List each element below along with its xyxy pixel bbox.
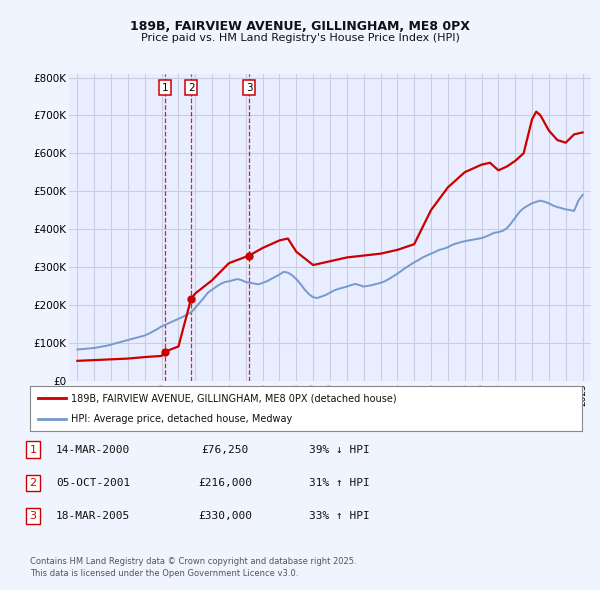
Text: 39% ↓ HPI: 39% ↓ HPI — [308, 445, 370, 454]
Text: 3: 3 — [29, 511, 37, 520]
Text: 2: 2 — [188, 83, 194, 93]
Text: £76,250: £76,250 — [202, 445, 248, 454]
Text: 189B, FAIRVIEW AVENUE, GILLINGHAM, ME8 0PX: 189B, FAIRVIEW AVENUE, GILLINGHAM, ME8 0… — [130, 20, 470, 33]
Text: 1: 1 — [29, 445, 37, 454]
Text: 2: 2 — [29, 478, 37, 487]
Text: 33% ↑ HPI: 33% ↑ HPI — [308, 511, 370, 520]
Text: 1: 1 — [161, 83, 168, 93]
Text: 3: 3 — [246, 83, 253, 93]
Text: 189B, FAIRVIEW AVENUE, GILLINGHAM, ME8 0PX (detached house): 189B, FAIRVIEW AVENUE, GILLINGHAM, ME8 0… — [71, 394, 397, 404]
Text: 05-OCT-2001: 05-OCT-2001 — [56, 478, 130, 487]
Text: 31% ↑ HPI: 31% ↑ HPI — [308, 478, 370, 487]
Text: £330,000: £330,000 — [198, 511, 252, 520]
Text: Price paid vs. HM Land Registry's House Price Index (HPI): Price paid vs. HM Land Registry's House … — [140, 34, 460, 43]
Text: HPI: Average price, detached house, Medway: HPI: Average price, detached house, Medw… — [71, 414, 293, 424]
Text: 18-MAR-2005: 18-MAR-2005 — [56, 511, 130, 520]
Text: 14-MAR-2000: 14-MAR-2000 — [56, 445, 130, 454]
Text: Contains HM Land Registry data © Crown copyright and database right 2025.: Contains HM Land Registry data © Crown c… — [30, 557, 356, 566]
Text: £216,000: £216,000 — [198, 478, 252, 487]
Text: This data is licensed under the Open Government Licence v3.0.: This data is licensed under the Open Gov… — [30, 569, 298, 578]
